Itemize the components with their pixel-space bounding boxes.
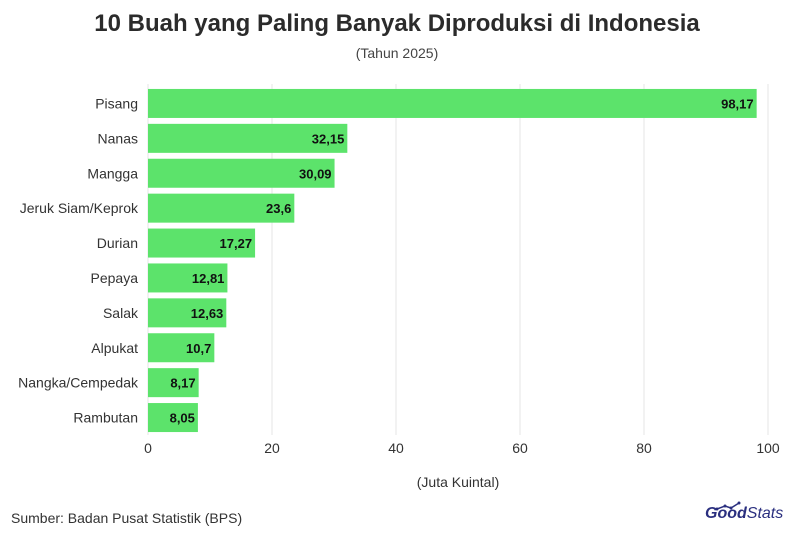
category-label: Alpukat	[91, 340, 138, 356]
bar	[148, 123, 348, 153]
bar	[148, 298, 227, 328]
category-label: Mangga	[87, 165, 138, 181]
category-label: Nanas	[98, 130, 138, 146]
x-tick-label: 80	[636, 440, 652, 456]
category-label: Pepaya	[91, 270, 139, 286]
logo-stats-text: Stats	[746, 505, 784, 522]
data-label: 12,81	[192, 271, 225, 286]
bar	[148, 333, 215, 363]
bar	[148, 228, 256, 258]
category-label: Durian	[97, 235, 138, 251]
chart-subtitle: (Tahun 2025)	[355, 45, 439, 61]
data-label: 10,7	[186, 341, 211, 356]
goodstats-logo: GoodStats	[705, 501, 789, 533]
chart-title: 10 Buah yang Paling Banyak Diproduksi di…	[94, 10, 700, 37]
data-label: 30,09	[299, 166, 332, 181]
category-label: Rambutan	[73, 410, 138, 426]
bar	[148, 368, 199, 398]
category-label: Jeruk Siam/Keprok	[20, 200, 139, 216]
data-label: 98,17	[721, 96, 754, 111]
data-label: 32,15	[312, 131, 345, 146]
bar	[148, 263, 228, 293]
bar	[148, 193, 295, 223]
data-label: 8,05	[170, 411, 195, 426]
category-label: Salak	[103, 305, 139, 321]
x-tick-label: 20	[264, 440, 280, 456]
x-tick-label: 60	[512, 440, 528, 456]
bar	[148, 88, 757, 118]
x-tick-label: 100	[756, 440, 780, 456]
x-tick-label: 40	[388, 440, 404, 456]
data-label: 8,17	[170, 376, 195, 391]
data-label: 23,6	[266, 201, 291, 216]
data-label: 12,63	[191, 306, 224, 321]
logo-good-text: Good	[705, 505, 747, 522]
category-label: Nangka/Cempedak	[18, 375, 139, 391]
trend-line-icon	[715, 501, 741, 511]
category-label: Pisang	[95, 95, 138, 111]
source-note: Sumber: Badan Pusat Statistik (BPS)	[11, 510, 243, 526]
x-axis-title: (Juta Kuintal)	[417, 474, 499, 490]
x-tick-label: 0	[144, 440, 152, 456]
bar-chart: 0 20 40 60 80 100 Pisang 98,17 Nanas 32,15 Mangga 3…	[18, 84, 780, 490]
data-label: 17,27	[220, 236, 253, 251]
bar	[148, 158, 335, 188]
bar	[148, 403, 198, 433]
